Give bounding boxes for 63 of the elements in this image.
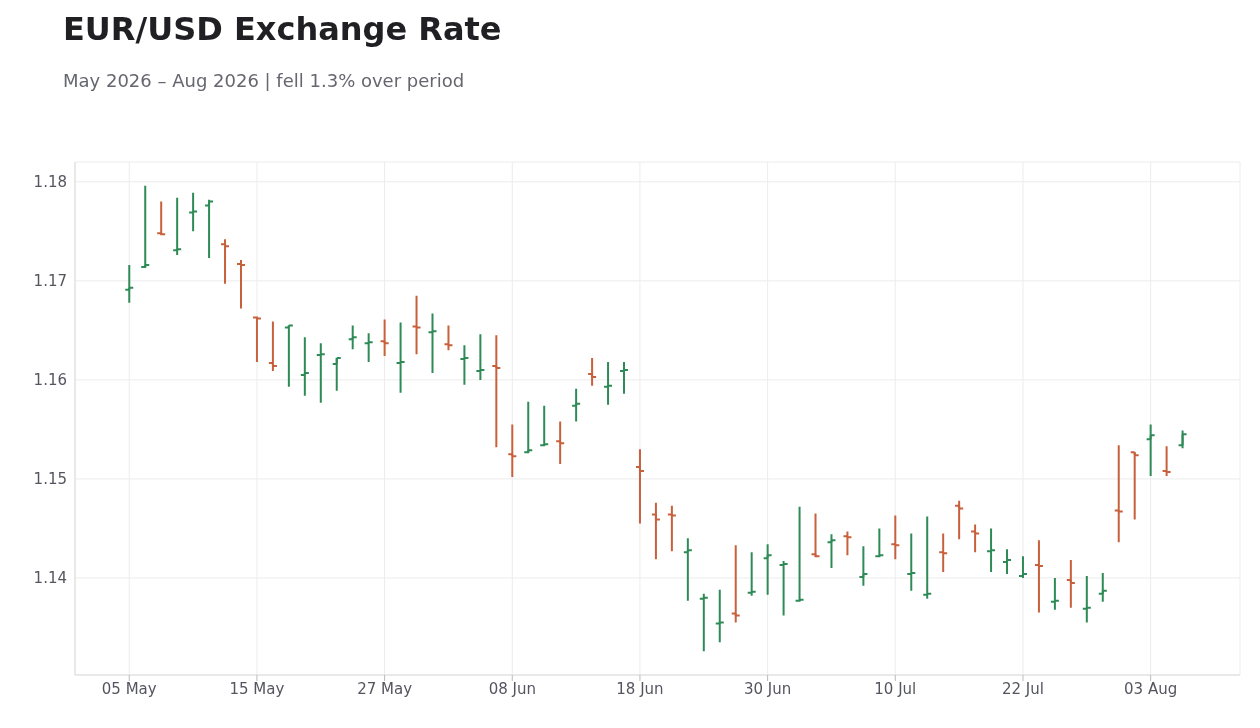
x-tick-label: 08 Jun: [488, 679, 536, 698]
candlestick: [571, 387, 582, 423]
y-tick-label: 1.18: [33, 173, 67, 192]
candlestick: [922, 515, 933, 600]
x-tick-label: 30 Jun: [743, 679, 792, 698]
candlestick: [1033, 539, 1044, 614]
x-tick-label: 05 May: [101, 679, 157, 698]
chart-subtitle: May 2026 – Aug 2026 | fell 1.3% over period: [63, 70, 466, 91]
candlestick: [1161, 445, 1172, 477]
candlestick: [714, 588, 725, 644]
candlestick: [970, 523, 981, 554]
candlestick: [475, 333, 486, 381]
candlestick: [347, 324, 358, 351]
candlestick: [890, 514, 901, 561]
candlestick: [411, 294, 422, 356]
candlestick: [794, 505, 805, 603]
candlestick: [427, 312, 438, 374]
candlestick: [172, 196, 183, 257]
candlestick: [156, 200, 167, 237]
candlestick: [188, 191, 199, 233]
candlestick: [603, 361, 614, 406]
candlestick: [730, 544, 741, 624]
candlestick: [315, 342, 326, 404]
x-tick-label: 22 Jul: [1001, 679, 1044, 698]
candlestick: [619, 361, 630, 395]
candlestick: [395, 321, 406, 394]
candlestick: [1113, 444, 1124, 544]
candlestick: [235, 259, 246, 310]
candlestick: [986, 527, 997, 573]
y-tick-label: 1.14: [33, 569, 67, 588]
candlestick: [379, 318, 390, 358]
candlestick: [283, 324, 294, 388]
candlestick: [1049, 576, 1060, 611]
candlestick: [363, 332, 374, 364]
candlestick: [906, 532, 917, 592]
candlestick: [251, 315, 262, 364]
candlestick: [810, 512, 821, 559]
candlestick: [507, 423, 518, 478]
candlestick: [1017, 555, 1028, 579]
chart-title: EUR/USD Exchange Rate: [63, 9, 503, 48]
x-tick-label: 27 May: [357, 679, 413, 698]
x-tick-label: 03 Aug: [1124, 679, 1178, 698]
candlestick: [698, 592, 709, 653]
candlestick: [443, 324, 454, 352]
candlestick: [1081, 574, 1092, 624]
candlestick: [778, 560, 789, 617]
candlestick: [539, 404, 550, 448]
y-tick-label: 1.15: [33, 470, 67, 489]
candlestick: [1002, 548, 1013, 575]
y-tick-label: 1.16: [33, 371, 67, 390]
candlestick: [459, 344, 470, 386]
candlestick: [746, 551, 757, 597]
candlestick: [874, 527, 885, 559]
candlestick: [682, 537, 693, 602]
candlestick: [523, 400, 534, 455]
candlestick: [842, 530, 853, 557]
x-tick-label: 15 May: [229, 679, 285, 698]
candlestick: [555, 420, 566, 466]
candlestick: [826, 533, 837, 570]
y-tick-label: 1.17: [33, 272, 67, 291]
x-tick-label: 18 Jun: [616, 679, 664, 698]
x-tick-label: 10 Jul: [874, 679, 917, 698]
candlestick: [124, 264, 135, 304]
